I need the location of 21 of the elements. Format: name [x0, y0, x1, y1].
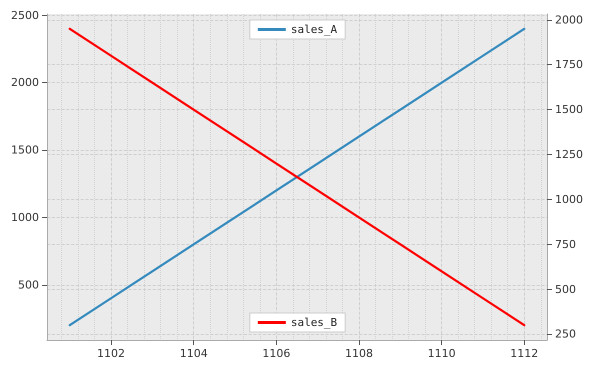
y-tick-label: 1500 — [11, 144, 39, 157]
x-tick-label: 1110 — [428, 347, 456, 360]
y2-tick-label: 750 — [555, 238, 576, 251]
x-tick-label: 1108 — [344, 347, 373, 360]
y2-tick-label: 1500 — [555, 103, 583, 116]
y-tick-label: 500 — [18, 278, 39, 292]
x-tick-label: 1106 — [262, 347, 290, 360]
legend-label: sales_A — [290, 23, 338, 36]
y2-tick-label: 1000 — [555, 192, 583, 206]
y-tick-label: 2500 — [11, 8, 39, 22]
x-tick-label: 1102 — [97, 347, 126, 360]
y-tick-label: 1000 — [11, 210, 39, 224]
y2-tick-label: 1250 — [555, 148, 583, 162]
y2-tick-label: 500 — [555, 282, 576, 296]
y2-tick-label: 250 — [555, 328, 576, 341]
y2-tick-label: 2000 — [555, 13, 583, 26]
y-tick-label: 2000 — [11, 76, 39, 90]
x-tick-label: 1104 — [180, 347, 208, 360]
y2-tick-label: 1750 — [555, 58, 583, 72]
legend-label: sales_B — [290, 316, 338, 329]
x-tick-label: 1112 — [510, 347, 538, 360]
